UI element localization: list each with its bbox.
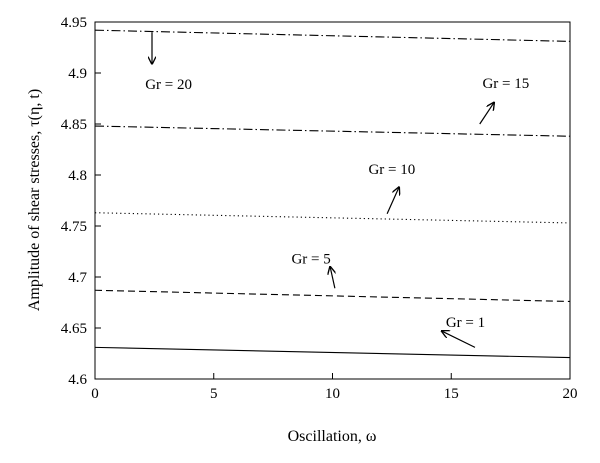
y-axis: 4.6 4.65 4.7 4.75 4.8 4.85 4.9 4.95 — [61, 15, 101, 388]
y-tick-label: 4.6 — [68, 372, 87, 388]
y-tick-label: 4.85 — [61, 117, 87, 133]
annotation-label: Gr = 1 — [446, 315, 485, 331]
annotation-arrow — [386, 187, 399, 215]
x-axis: 0 5 10 15 20 — [91, 373, 578, 402]
x-axis-label: Oscillation, ω — [288, 428, 377, 445]
x-tick-label: 10 — [325, 386, 340, 402]
y-tick-label: 4.95 — [61, 15, 87, 31]
series-layer — [94, 29, 571, 359]
y-tick-label: 4.75 — [61, 219, 87, 235]
y-tick-label: 4.65 — [61, 321, 87, 337]
annotation-label: Gr = 5 — [291, 252, 330, 268]
series-line-3 — [94, 212, 571, 224]
y-axis-label: Amplitude of shear stresses, τ(η, t) — [26, 89, 43, 311]
annotation-label: Gr = 10 — [368, 162, 415, 178]
series-line-5 — [94, 29, 571, 42]
x-tick-label: 15 — [444, 386, 459, 402]
plot-area — [94, 21, 571, 380]
annotations-layer: Gr = 1 Gr = 5 Gr = 10 Gr = 15 Gr = 20 — [145, 32, 529, 348]
x-tick-label: 20 — [563, 386, 578, 402]
x-tick-label: 0 — [91, 386, 99, 402]
series-line-2 — [94, 289, 571, 303]
annotation-arrow — [442, 331, 476, 348]
y-tick-label: 4.7 — [68, 270, 87, 286]
series-line-1 — [94, 346, 571, 359]
y-tick-label: 4.8 — [68, 168, 87, 184]
annotation-label: Gr = 20 — [145, 77, 192, 93]
x-tick-label: 5 — [210, 386, 218, 402]
annotation-label: Gr = 15 — [482, 76, 529, 92]
y-tick-label: 4.9 — [68, 66, 87, 82]
annotation-arrow — [479, 103, 494, 125]
series-line-4 — [94, 125, 571, 137]
annotation-arrow — [330, 267, 335, 289]
